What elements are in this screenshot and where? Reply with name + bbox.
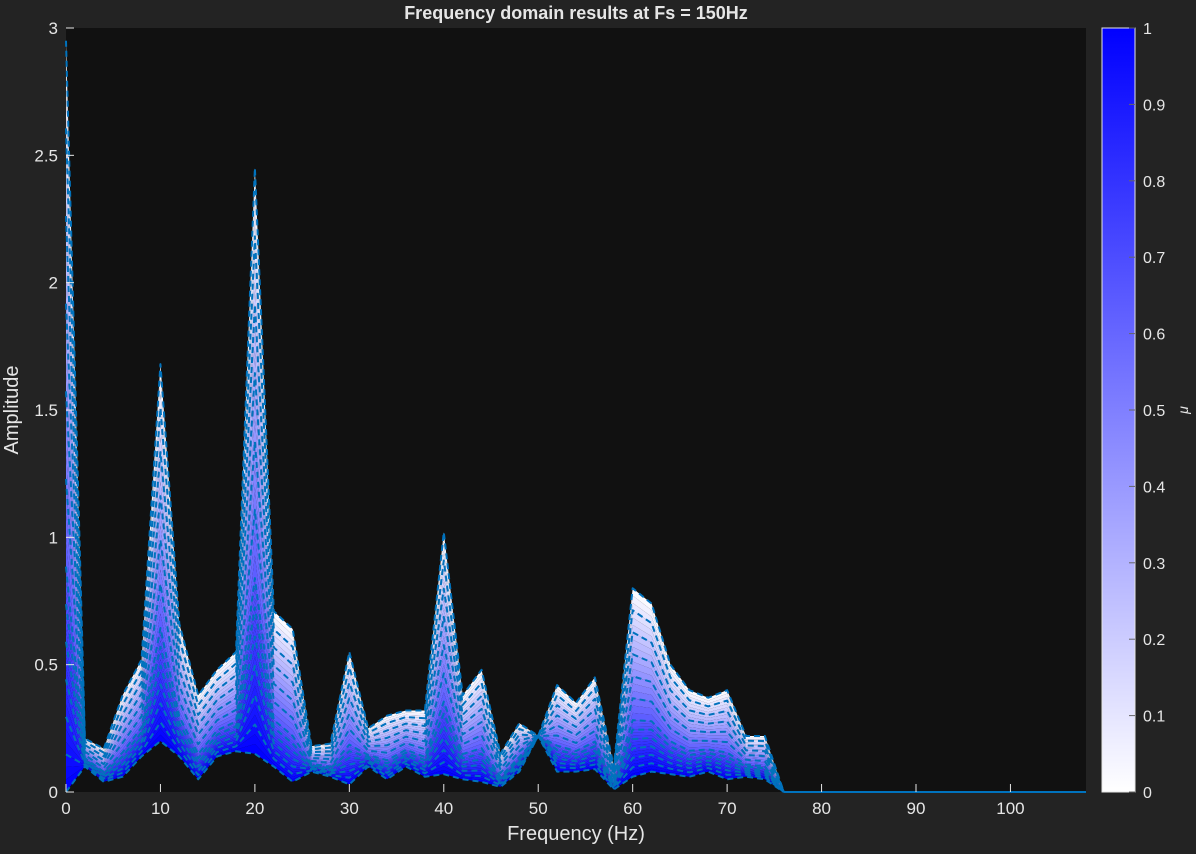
x-tick-label: 90 bbox=[907, 799, 926, 818]
x-tick-label: 100 bbox=[996, 799, 1024, 818]
x-tick-label: 10 bbox=[151, 799, 170, 818]
plot-series-lines bbox=[65, 40, 1086, 793]
fill-band bbox=[66, 704, 784, 792]
y-tick-label: 3 bbox=[49, 19, 58, 38]
colorbar-tick-label: 0.4 bbox=[1143, 479, 1165, 496]
colorbar-tick-label: 0.9 bbox=[1143, 97, 1165, 114]
series-line bbox=[65, 303, 785, 793]
colorbar-tick-label: 0.8 bbox=[1143, 174, 1165, 191]
colorbar: 0 0.1 0.2 0.3 0.4 0.5 0.6 0.7 0.8 0.9 1 bbox=[1101, 21, 1165, 802]
series-line bbox=[65, 566, 785, 793]
x-tick-label: 30 bbox=[340, 799, 359, 818]
x-tick-label: 20 bbox=[245, 799, 264, 818]
y-tick-label: 1.5 bbox=[34, 401, 58, 420]
colorbar-tick-label: 0.2 bbox=[1143, 632, 1165, 649]
y-axis-label: Amplitude bbox=[1, 366, 23, 455]
y-tick-label: 1 bbox=[49, 528, 58, 547]
series-line bbox=[65, 635, 785, 793]
chart-title: Frequency domain results at Fs = 150Hz bbox=[404, 3, 748, 23]
x-tick-label: 0 bbox=[61, 799, 70, 818]
series-line bbox=[65, 215, 785, 793]
series-line bbox=[65, 721, 785, 793]
series-line bbox=[65, 128, 785, 793]
y-tick-label: 0.5 bbox=[34, 656, 58, 675]
y-tick-label: 2 bbox=[49, 274, 58, 293]
x-tick-label: 70 bbox=[718, 799, 737, 818]
fill-band bbox=[66, 728, 784, 792]
colorbar-tick-label: 0.1 bbox=[1143, 709, 1165, 726]
fill-band bbox=[66, 675, 784, 792]
y-tick-label: 2.5 bbox=[34, 146, 58, 165]
colorbar-tick-label: 1 bbox=[1143, 21, 1152, 38]
fill-band bbox=[66, 714, 784, 792]
x-tick-label: 80 bbox=[812, 799, 831, 818]
x-axis: 0 10 20 30 40 50 60 70 80 90 100 bbox=[61, 784, 1025, 818]
y-axis: 0 0.5 1 1.5 2 2.5 3 bbox=[34, 19, 74, 802]
series-line bbox=[65, 391, 785, 793]
series-line bbox=[65, 664, 785, 793]
y-tick-label: 0 bbox=[49, 783, 58, 802]
fill-band bbox=[66, 734, 784, 792]
colorbar-tick-label: 0 bbox=[1143, 785, 1152, 802]
x-tick-label: 50 bbox=[529, 799, 548, 818]
colorbar-tick-label: 0.7 bbox=[1143, 250, 1165, 267]
x-tick-label: 60 bbox=[623, 799, 642, 818]
series-line bbox=[65, 478, 785, 793]
fill-band bbox=[66, 722, 784, 792]
series-line bbox=[65, 694, 785, 793]
colorbar-tick-label: 0.5 bbox=[1143, 403, 1165, 420]
series-line bbox=[65, 734, 785, 793]
colorbar-label: μ bbox=[1175, 406, 1191, 415]
x-tick-label: 40 bbox=[434, 799, 453, 818]
x-axis-label: Frequency (Hz) bbox=[507, 823, 645, 845]
colorbar-tick-label: 0.3 bbox=[1143, 556, 1165, 573]
series-line bbox=[65, 604, 785, 793]
colorbar-tick-label: 0.6 bbox=[1143, 327, 1165, 344]
